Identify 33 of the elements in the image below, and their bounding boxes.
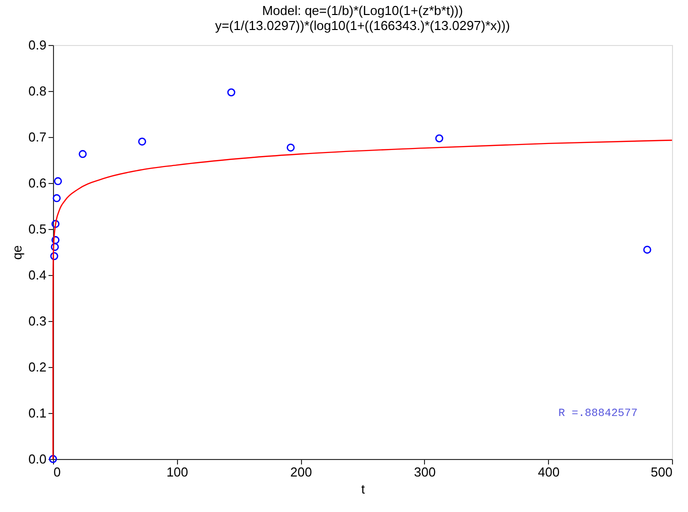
x-tick-label: 0 (54, 464, 61, 480)
y-tick-label: 0.7 (28, 130, 46, 144)
chart-title: Model: qe=(1/b)*(Log10(1+(z*b*t))) (262, 3, 463, 18)
x-tick-label: 400 (538, 464, 560, 480)
x-tick-label: 200 (290, 464, 312, 480)
y-tick-label: 0.5 (28, 222, 46, 236)
chart-subtitle: y=(1/(13.0297))*(log10(1+((166343.)*(13.0297)*x))) (215, 18, 510, 33)
point (50, 252, 58, 260)
point (435, 134, 444, 142)
y-tick-label: 0.6 (28, 176, 46, 190)
x-tick-label: 100 (166, 464, 188, 480)
y-tick-label: 0.3 (28, 314, 46, 328)
y-tick-label: 0.2 (28, 360, 46, 374)
point (227, 88, 236, 96)
point (51, 236, 60, 244)
y-axis-title: qe (9, 245, 24, 260)
point (54, 177, 62, 186)
point (138, 138, 146, 146)
y-tick-label: 0.9 (28, 38, 46, 52)
point (78, 150, 87, 158)
point (286, 144, 295, 152)
point (643, 246, 652, 254)
y-tick-label: 0.8 (28, 84, 46, 98)
y-tick-label: 0.0 (28, 452, 46, 466)
y-tick-label: 0.4 (28, 268, 46, 282)
point (52, 194, 61, 202)
annotation: R =.88842577 (558, 408, 638, 420)
point (50, 242, 59, 251)
x-axis-title: t (361, 482, 366, 496)
y-tick-label: 0.1 (28, 406, 46, 420)
x-tick-label: 300 (414, 464, 436, 480)
point (51, 220, 60, 228)
x-tick-label: 500 (650, 464, 672, 480)
